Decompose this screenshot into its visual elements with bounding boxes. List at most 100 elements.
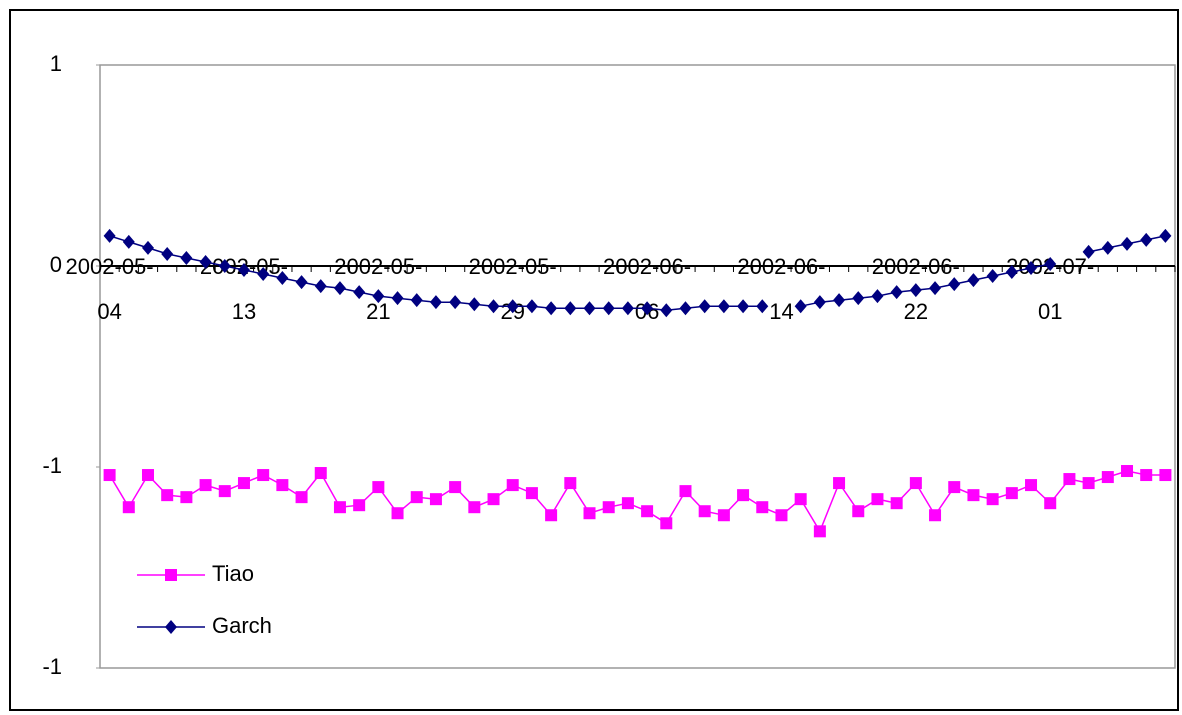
- data-point: [372, 481, 385, 494]
- legend-label: Tiao: [212, 561, 254, 586]
- data-point: [141, 469, 154, 482]
- data-point: [314, 467, 327, 480]
- data-point: [276, 479, 289, 492]
- data-point: [353, 499, 366, 512]
- data-point: [333, 281, 346, 296]
- data-point: [545, 301, 558, 316]
- data-point: [1025, 479, 1038, 492]
- data-point: [756, 501, 769, 514]
- data-point: [218, 485, 231, 498]
- data-point: [852, 505, 865, 518]
- x-tick-label-line: 2002-06-: [872, 254, 960, 279]
- data-point: [410, 293, 423, 308]
- data-point: [602, 501, 615, 514]
- data-point: [525, 299, 538, 314]
- data-point: [1121, 236, 1134, 251]
- y-tick-label: -1: [42, 654, 62, 679]
- data-point: [218, 259, 231, 273]
- data-point: [1082, 477, 1095, 490]
- data-point: [506, 299, 519, 314]
- data-point: [871, 289, 884, 304]
- data-point: [141, 240, 154, 255]
- data-point: [410, 491, 423, 504]
- data-point: [122, 234, 135, 249]
- data-point: [103, 228, 116, 243]
- data-point: [1005, 487, 1018, 500]
- data-point: [237, 477, 250, 490]
- x-tick-label: 2002-05-21: [334, 254, 422, 324]
- data-point: [564, 301, 577, 316]
- data-point: [1140, 469, 1153, 482]
- data-point: [1082, 244, 1095, 259]
- data-point: [1101, 471, 1114, 484]
- data-point: [986, 269, 999, 284]
- marker: [165, 569, 177, 581]
- x-tick-label-line: 14: [769, 299, 793, 324]
- data-point: [103, 469, 116, 482]
- data-point: [391, 291, 404, 306]
- data-point: [1044, 256, 1057, 271]
- data-point: [199, 479, 212, 492]
- data-point: [180, 250, 193, 265]
- data-point: [986, 493, 999, 506]
- marker: [165, 620, 177, 634]
- data-point: [909, 477, 922, 490]
- data-point: [468, 501, 481, 514]
- data-point: [775, 509, 788, 522]
- data-point: [737, 489, 750, 502]
- x-tick-label-line: 2002-05-: [469, 254, 557, 279]
- x-tick-label-line: 2002-06-: [737, 254, 825, 279]
- data-point: [353, 285, 366, 300]
- data-point: [391, 507, 404, 520]
- data-point: [967, 489, 980, 502]
- data-point: [487, 493, 500, 506]
- data-point: [698, 505, 711, 518]
- data-point: [1044, 497, 1057, 510]
- data-point: [852, 291, 865, 306]
- x-tick-label: 2002-06- 14: [737, 254, 825, 324]
- data-point: [1101, 240, 1114, 255]
- data-point: [967, 273, 980, 288]
- data-point: [948, 277, 961, 292]
- data-point: [794, 493, 807, 506]
- data-point: [372, 289, 385, 304]
- data-point: [257, 267, 270, 282]
- data-point: [890, 497, 903, 510]
- x-tick-label-line: 04: [97, 299, 121, 324]
- data-point: [237, 263, 250, 278]
- data-point: [295, 491, 308, 504]
- x-tick-label-line: 01: [1038, 299, 1062, 324]
- x-tick-label-line: 2002-05-: [334, 254, 422, 279]
- data-point: [621, 301, 634, 316]
- y-tick-label: -1: [42, 453, 62, 478]
- data-point: [449, 481, 462, 494]
- data-point: [257, 469, 270, 482]
- data-point: [660, 517, 673, 530]
- data-point: [679, 485, 692, 498]
- data-point: [1140, 232, 1153, 247]
- data-point: [161, 246, 174, 261]
- data-point: [525, 487, 538, 500]
- x-tick-label-line: 2002-06-: [603, 254, 691, 279]
- data-point: [333, 501, 346, 514]
- data-point: [429, 493, 442, 506]
- data-point: [909, 283, 922, 298]
- data-point: [1005, 265, 1018, 280]
- data-point: [1063, 473, 1076, 486]
- data-point: [813, 295, 826, 310]
- data-point: [199, 254, 212, 269]
- data-point: [871, 493, 884, 506]
- data-point: [1159, 469, 1172, 482]
- data-point: [276, 271, 289, 286]
- data-point: [698, 299, 711, 314]
- data-point: [487, 299, 500, 314]
- data-point: [180, 491, 193, 504]
- y-tick-label: 0: [50, 252, 62, 277]
- data-point: [929, 281, 942, 296]
- x-tick-label-line: 2002-05-: [66, 254, 154, 279]
- data-point: [429, 295, 442, 310]
- data-point: [545, 509, 558, 522]
- data-point: [737, 299, 750, 314]
- data-point: [564, 477, 577, 490]
